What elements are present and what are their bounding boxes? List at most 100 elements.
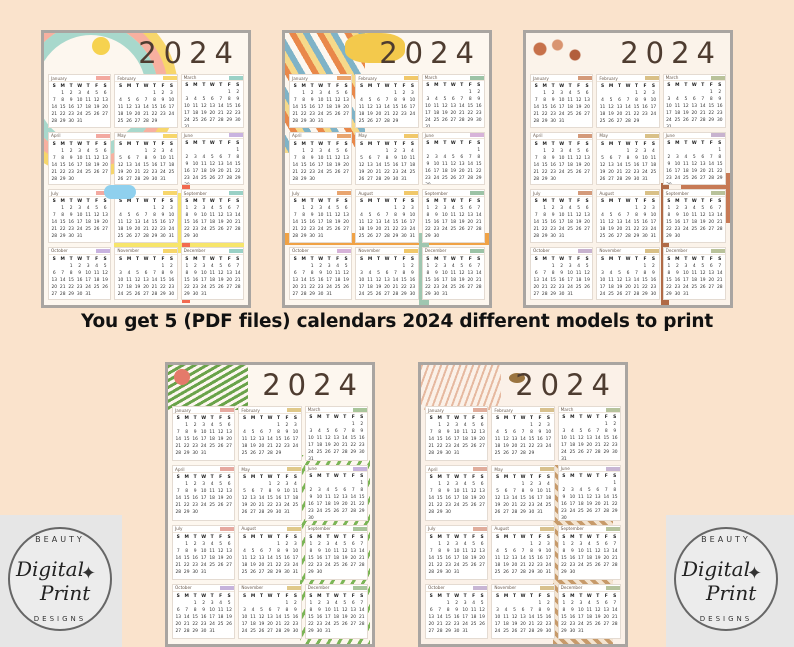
month-label: June	[181, 133, 243, 139]
weekday-header: T	[69, 84, 73, 89]
weekday-header: S	[410, 199, 414, 204]
month-name: October	[292, 248, 309, 253]
day-number: 31	[317, 119, 324, 124]
day-number: 21	[520, 444, 526, 449]
weekday-header: T	[579, 534, 583, 540]
weekday-header: W	[559, 141, 565, 147]
day-number: 13	[458, 161, 465, 167]
day-number: 5	[460, 206, 464, 211]
empty-day	[665, 147, 673, 154]
weekday-header: M	[317, 474, 322, 480]
month-label: February	[115, 75, 177, 82]
day-number: 6	[127, 155, 131, 161]
day-number: 16	[317, 277, 324, 283]
day-number: 24	[561, 450, 567, 455]
weekday-header: S	[118, 256, 123, 262]
day-grid: S M T W T F S 1 2 3 4 5 6 7 8 9 10 11 12 13 14 15 16 17 18 19 20 21…	[306, 592, 367, 638]
day-number: 6	[351, 541, 355, 547]
day-number: 14	[716, 213, 723, 218]
empty-day	[665, 89, 673, 96]
day-number: 26	[458, 227, 465, 232]
day-number: 29	[666, 234, 672, 239]
day-number: 12	[458, 270, 465, 276]
day-number: 29	[151, 119, 158, 124]
weekday-header: T	[210, 534, 214, 540]
weekday-header: S	[309, 474, 313, 480]
weekday-header: F	[577, 84, 581, 89]
day-number: 19	[594, 614, 601, 620]
day-number: 15	[528, 437, 535, 442]
day-number: 22	[436, 444, 443, 449]
day-number: 1	[161, 263, 165, 269]
day-number: 25	[117, 119, 124, 124]
weekday-header: M	[437, 475, 442, 481]
day-number: 21	[143, 112, 149, 117]
day-grid: S M T W T F S 1 2 3 4 5 6 7 8 9 10 11 12 13 14 15 16 17 18 19 20 21…	[531, 82, 592, 127]
day-number: 12	[691, 161, 698, 167]
month-december: December S M T W T F S 1 2 3 4 5 6 7 8 9 10 11 12 13 14 15 16 17…	[421, 246, 485, 300]
day-number: 30	[666, 182, 672, 185]
day-number: 29	[267, 510, 273, 516]
day-number: 15	[183, 555, 190, 561]
day-number: 19	[599, 169, 606, 175]
day-number: 10	[160, 155, 166, 161]
day-number: 23	[716, 111, 723, 116]
weekday-header: W	[454, 593, 460, 599]
day-number: 24	[76, 112, 83, 117]
day-number: 4	[504, 607, 508, 613]
day-number: 8	[438, 430, 442, 435]
day-number: 10	[316, 495, 323, 501]
day-number: 7	[219, 97, 223, 102]
day-grid: S M T W T F S 1 2 3 4 5 6 7 8 9 10 11 12 13 14 15 16 17 18 19 20 21…	[492, 414, 553, 460]
butterfly-icon	[509, 373, 525, 383]
day-number: 30	[545, 628, 552, 634]
day-number: 5	[219, 423, 222, 428]
weekday-header: W	[318, 141, 324, 147]
weekday-header: T	[443, 256, 447, 262]
day-number: 16	[445, 496, 451, 502]
day-number: 27	[250, 510, 256, 516]
day-grid: S M T W T F S 1 2 3 4 5 6 7 8 9 10 11 12 13 14 15 16 17 18 19 20 21…	[239, 473, 300, 519]
weekday-header: W	[333, 534, 339, 540]
weekday-header: M	[301, 199, 306, 204]
day-number: 30	[401, 234, 407, 239]
day-number: 13	[343, 155, 349, 161]
yellow-splash	[345, 33, 405, 63]
day-number: 24	[666, 118, 672, 123]
day-number: 15	[642, 277, 648, 283]
month-label: July	[290, 190, 352, 197]
month-label: August	[597, 190, 659, 197]
day-number: 14	[594, 436, 601, 441]
day-number: 22	[275, 562, 282, 568]
day-number: 24	[358, 291, 365, 297]
day-number: 5	[513, 607, 516, 613]
day-number: 31	[326, 291, 332, 297]
day-number: 12	[458, 213, 465, 218]
month-may: May S M T W T F S 1 2 3 4 5 6 7 8 9 10 11 12 13 14 15 16 17 18 19 2…	[596, 131, 660, 185]
day-number: 11	[567, 98, 573, 103]
day-number: 14	[699, 104, 706, 109]
day-number: 21	[428, 562, 435, 568]
day-number: 21	[175, 444, 182, 449]
weekday-header: T	[86, 141, 90, 147]
empty-day	[366, 263, 374, 270]
day-number: 7	[429, 548, 433, 554]
day-number: 1	[613, 481, 617, 487]
month-name: May	[494, 466, 503, 472]
day-number: 30	[445, 569, 451, 575]
day-number: 16	[716, 104, 723, 109]
empty-day	[624, 263, 632, 270]
day-number: 7	[394, 270, 397, 276]
day-number: 7	[613, 600, 617, 606]
day-number: 29	[68, 291, 74, 297]
day-number: 18	[462, 437, 468, 442]
day-number: 10	[578, 548, 584, 554]
day-number: 21	[51, 169, 58, 175]
day-number: 5	[343, 541, 347, 547]
day-number: 11	[450, 213, 457, 218]
day-number: 2	[446, 482, 450, 488]
day-number: 11	[674, 104, 681, 109]
month-tab-color	[710, 191, 725, 195]
month-name: April	[533, 133, 543, 138]
weekday-header: T	[310, 256, 314, 262]
